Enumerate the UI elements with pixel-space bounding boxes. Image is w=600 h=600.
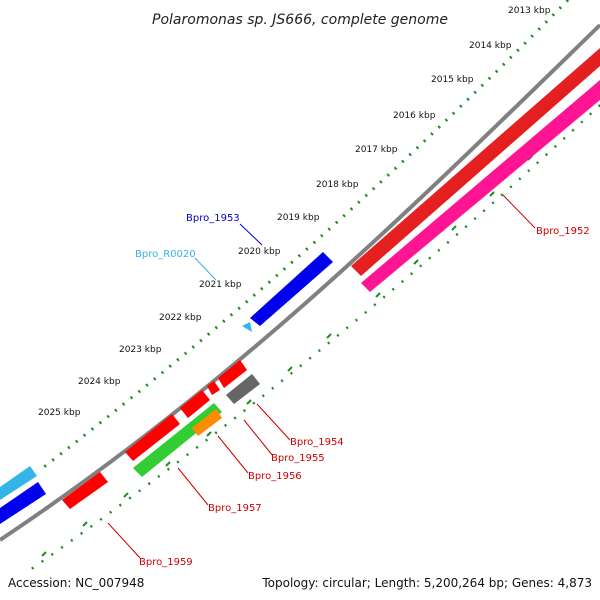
tick-label: 2022 kbp — [159, 313, 202, 323]
gene-label-bpro-1955: Bpro_1955 — [271, 453, 325, 464]
feature-bpro-1954[interactable] — [218, 360, 247, 388]
accession-text: Accession: NC_007948 — [8, 576, 144, 590]
tick-label: 2018 kbp — [316, 180, 359, 190]
tick-label: 2020 kbp — [238, 247, 281, 257]
gene-label-bpro-1957: Bpro_1957 — [208, 503, 262, 514]
tick-label: 2019 kbp — [277, 213, 320, 223]
tick-labels: 2013 kbp 2014 kbp 2015 kbp 2016 kbp 2017… — [38, 6, 551, 418]
gene-label-bpro-1959: Bpro_1959 — [139, 557, 193, 568]
callout-lines — [107, 194, 536, 559]
reverse-features — [62, 48, 600, 509]
feature-bpro-1957[interactable] — [125, 414, 180, 461]
gene-labels: Bpro_1953 Bpro_R0020 Bpro_1952 Bpro_1954… — [135, 213, 590, 568]
feature-green[interactable] — [133, 403, 222, 477]
tick-label: 2023 kbp — [119, 345, 162, 355]
inner-tick-ring — [29, 104, 600, 572]
tick-label: 2013 kbp — [508, 6, 551, 16]
feature-bpro-1952[interactable] — [351, 48, 600, 276]
feature-left-blue[interactable] — [0, 482, 46, 524]
feature-gray[interactable] — [226, 374, 260, 404]
feature-bpro-1953[interactable] — [250, 252, 333, 326]
feature-bpro-1955[interactable] — [207, 381, 220, 395]
feature-bpro-1959[interactable] — [62, 472, 108, 509]
outer-tick-ring — [39, 0, 570, 472]
tick-label: 2021 kbp — [199, 280, 242, 290]
genome-summary-text: Topology: circular; Length: 5,200,264 bp… — [261, 576, 592, 590]
tick-label: 2015 kbp — [431, 75, 474, 85]
gene-label-bpro-r0020: Bpro_R0020 — [135, 249, 196, 260]
tick-label: 2025 kbp — [38, 408, 81, 418]
gene-label-bpro-1952: Bpro_1952 — [536, 226, 590, 237]
forward-features — [0, 252, 333, 524]
feature-bpro-1956[interactable] — [180, 390, 210, 418]
tick-label: 2016 kbp — [393, 111, 436, 121]
genome-backbone — [0, 23, 600, 542]
feature-bpro-r0020[interactable] — [242, 322, 252, 332]
tick-label: 2024 kbp — [78, 377, 121, 387]
tick-label: 2017 kbp — [355, 145, 398, 155]
feature-pink[interactable] — [361, 80, 600, 292]
feature-orange[interactable] — [192, 409, 222, 436]
tick-label: 2014 kbp — [469, 41, 512, 51]
feature-left-light-blue[interactable] — [0, 466, 37, 500]
inner-ring-dashes — [41, 122, 569, 557]
gene-label-bpro-1953: Bpro_1953 — [186, 213, 240, 224]
gene-label-bpro-1954: Bpro_1954 — [290, 437, 344, 448]
map-title: Polaromonas sp. JS666, complete genome — [152, 12, 448, 28]
gene-label-bpro-1956: Bpro_1956 — [248, 471, 302, 482]
